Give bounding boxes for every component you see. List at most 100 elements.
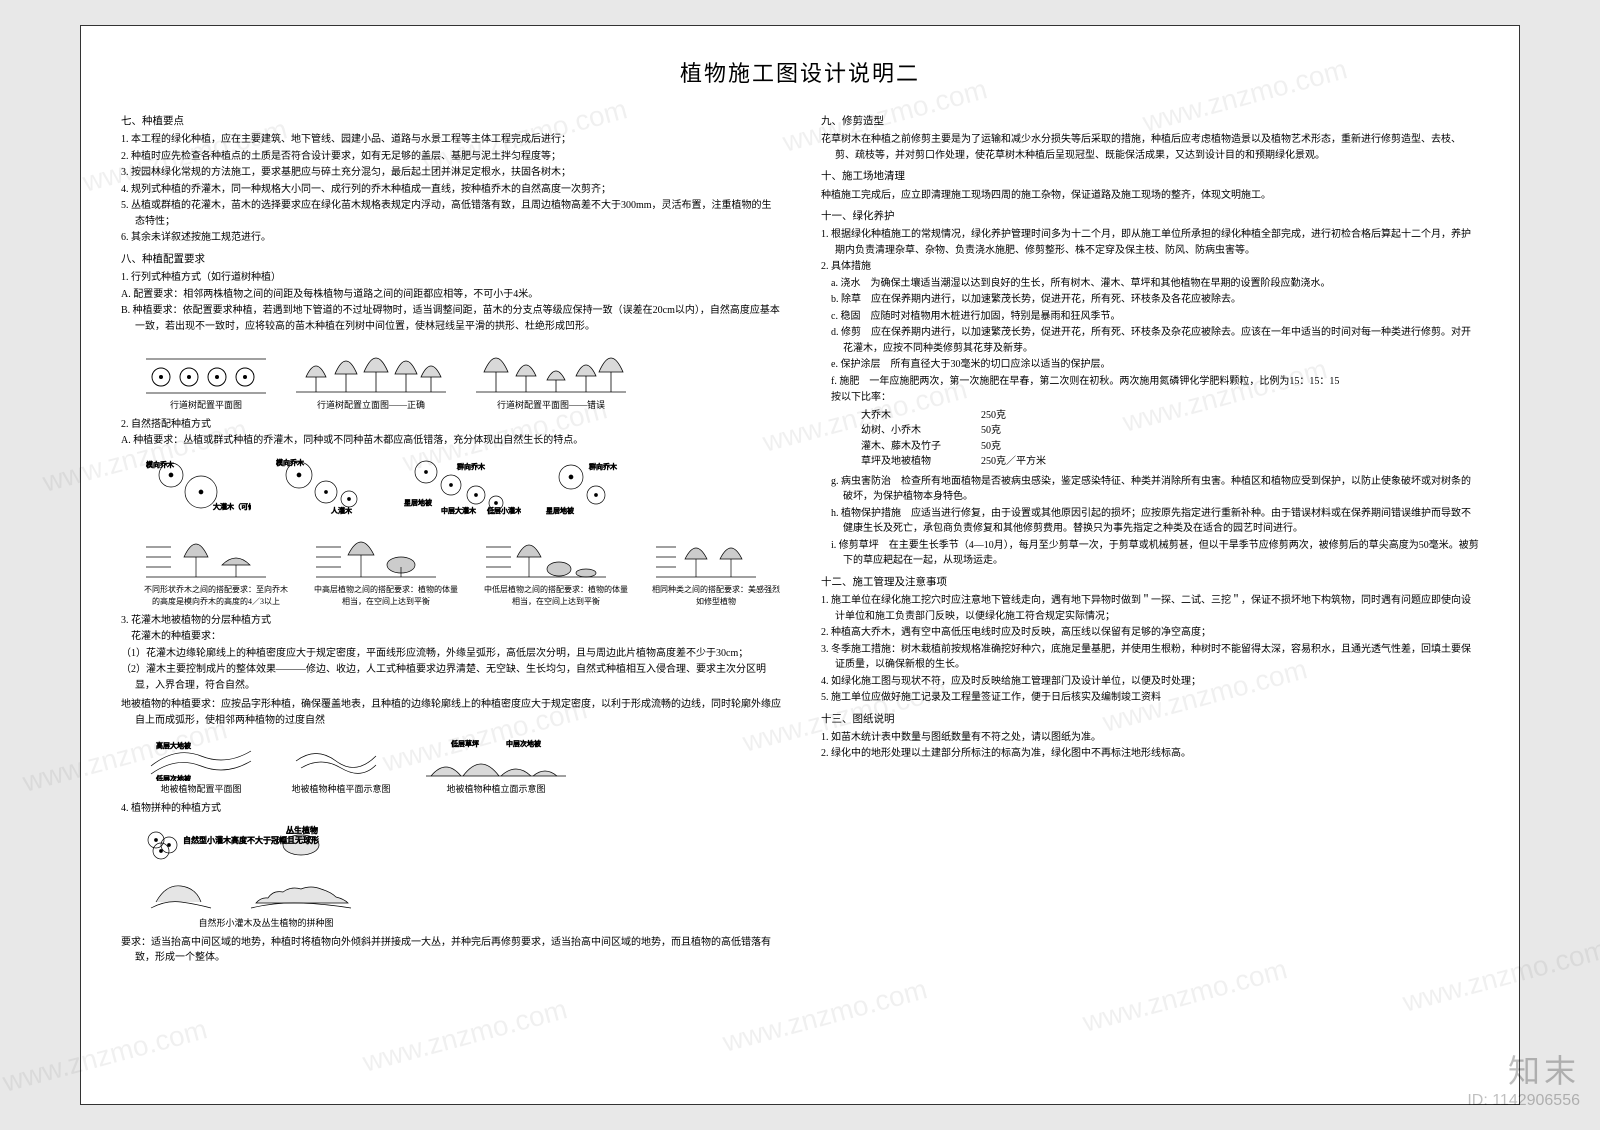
s7-item: 6. 其余未详叙述按施工规范进行。	[121, 230, 781, 246]
brand-id: ID: 1142906556	[1467, 1092, 1580, 1110]
diagram-caption: 相同种类之间的搭配要求：美感强烈如修型植物	[651, 584, 781, 609]
s11-i1: 1. 根据绿化种植施工的常规情况，绿化养护管理时间多为十二个月，即从施工单位所承…	[821, 227, 1479, 258]
diagram-groundcover-plan: 高层大地被 低层次地被 地被植物配置平面图	[141, 736, 261, 797]
s8-1-heading: 1. 行列式种植方式（如行道树种植）	[121, 270, 781, 286]
svg-text:低层小灌木: 低层小灌木	[487, 506, 521, 515]
svg-text:大灌木（可修剪）: 大灌木（可修剪）	[213, 502, 251, 511]
tree-plan-icon	[141, 347, 271, 397]
s8-3-i2: （2）灌木主要控制成片的整体效果———修边、收边，人工式种植要求边界清楚、无空缺…	[121, 662, 781, 693]
s12-item: 5. 施工单位应做好施工记录及工程量签证工作，便于日后核实及编制竣工资料	[821, 690, 1479, 706]
document-page: 植物施工图设计说明二 七、种植要点 1. 本工程的绿化种植，应在主要建筑、地下管…	[80, 25, 1520, 1105]
diagram-plan: 行道树配置平面图	[141, 347, 271, 413]
diagram-caption: 地被植物配置平面图	[141, 783, 261, 797]
diagram-caption: 行道树配置平面图——错误	[471, 399, 631, 413]
s7-item: 2. 种植时应先检查各种植点的土质是否符合设计要求，如有无足够的盖层、基肥与泥土…	[121, 149, 781, 165]
s8-1a: A. 配置要求：相邻两株植物之间的间距及每株植物与道路之间的间距都应相等，不可小…	[121, 287, 781, 303]
groundcover-elev-icon: 低层草坪 中层次地被	[421, 736, 571, 781]
section-12-heading: 十二、施工管理及注意事项	[821, 575, 1479, 591]
s8-2a: A. 种植要求：丛植或群式种植的乔灌木，同种或不同种苗木都应高低错落，充分体现出…	[121, 433, 781, 449]
diagram-elevation-wrong: 行道树配置平面图——错误	[471, 342, 631, 413]
s11-g: g. 病虫害防治 检查所有地面植物是否被病虫感染，鉴定感染特征、种类并消除所有虫…	[821, 474, 1479, 505]
svg-text:群向乔木: 群向乔木	[589, 462, 617, 471]
brand-watermark: 知末 ID: 1142906556	[1467, 1046, 1580, 1110]
svg-text:星居地被: 星居地被	[404, 498, 432, 507]
s7-item: 4. 规列式种植的乔灌木，同一种规格大小同一、成行列的乔木种植成一直线，按种植乔…	[121, 182, 781, 198]
layer-elev-icon	[481, 527, 611, 582]
s8-3-heading: 3. 花灌木地被植物的分层种植方式	[121, 613, 781, 629]
s13-item: 2. 绿化中的地形处理以土建部分所标注的标高为准，绿化图中不再标注地形线标高。	[821, 746, 1479, 762]
right-column: 九、修剪造型 花草树木在种植之前修剪主要是为了运输和减少水分损失等后采取的措施，…	[821, 108, 1479, 967]
svg-text:模向乔木: 模向乔木	[276, 458, 304, 467]
s8-3-i1: （1）花灌木边缘轮廓线上的种植密度应大于规定密度，平面线形应流畅，外缘呈弧形，高…	[121, 646, 781, 662]
svg-text:低层草坪: 低层草坪	[451, 739, 479, 748]
s11-c: c. 稳固 应随时对植物用木桩进行加固，特别是暴雨和狂风季节。	[821, 309, 1479, 325]
groundcover-plan-icon: 高层大地被 低层次地被	[141, 736, 261, 781]
fert-label: 草坪及地被植物	[861, 454, 981, 470]
s9-p: 花草树木在种植之前修剪主要是为了运输和减少水分损失等后采取的措施，种植后应考虑植…	[821, 132, 1479, 163]
diagram-row-3: 高层大地被 低层次地被 地被植物配置平面图 地被植物种植平面示意图	[141, 736, 781, 797]
diagram-row-2b: 不同形状乔木之间的搭配要求：至向乔木的高度是模向乔木的高度的4／3以上 中高层植…	[141, 527, 781, 609]
section-11-heading: 十一、绿化养护	[821, 209, 1479, 225]
s11-b: b. 除草 应在保养期内进行，以加速繁茂长势，促进开花，所有死、环枝条及各花应被…	[821, 292, 1479, 308]
svg-text:模向乔木: 模向乔木	[146, 460, 174, 469]
two-column-layout: 七、种植要点 1. 本工程的绿化种植，应在主要建筑、地下管线、园建小品、道路与水…	[121, 108, 1479, 967]
diagram-combo-2: 模向乔木 人灌木	[271, 457, 381, 519]
svg-text:中层次地被: 中层次地被	[506, 739, 541, 748]
section-10-heading: 十、施工场地清理	[821, 169, 1479, 185]
diagram-caption: 自然形小灌木及丛生植物的拼种图	[141, 917, 391, 931]
svg-text:丛生植物: 丛生植物	[286, 825, 318, 835]
s8-1b: B. 种植要求：依配置要求种植，若遇到地下管道的不过址碍物时，适当调整间距，苗木…	[121, 303, 781, 334]
layer-elev-icon	[141, 527, 271, 582]
diagram-caption: 行道树配置平面图	[141, 399, 271, 413]
s13-item: 1. 如苗木统计表中数量与图纸数量有不符之处，请以图纸为准。	[821, 730, 1479, 746]
s11-a: a. 浇水 为确保土壤适当潮湿以达到良好的生长，所有树木、灌木、草坪和其他植物在…	[821, 276, 1479, 292]
s7-item: 3. 按园林绿化常规的方法施工，要求基肥应与碎土充分混匀，最后起土团并淋足定根水…	[121, 165, 781, 181]
diagram-caption: 中高层植物之间的搭配要求：植物的体量相当，在空间上达到平衡	[311, 584, 461, 609]
s11-h: h. 植物保护措施 应适当进行修复，由于设置或其他原因引起的损坏；应按原先指定进…	[821, 506, 1479, 537]
svg-text:中层大灌木: 中层大灌木	[441, 506, 476, 515]
diagram-combo-4: 星居地被 群向乔木	[541, 457, 631, 519]
s11-d: d. 修剪 应在保养期内进行，以加速繁茂长势，促进开花，所有死、环枝条及杂花应被…	[821, 325, 1479, 356]
diagram-combo-3: 星居地被 群向乔木 中层大灌木 低层小灌木	[401, 457, 521, 519]
section-7-heading: 七、种植要点	[121, 114, 781, 130]
diagram-elevation-correct: 行道树配置立面图——正确	[291, 342, 451, 413]
s12-item: 1. 施工单位在绿化施工挖穴时应注意地下管线走向，遇有地下异物时做到＂一探、二试…	[821, 593, 1479, 624]
layer-combo-icon: 星居地被 群向乔木	[541, 457, 631, 517]
diagram-groundcover-plant: 地被植物种植平面示意图	[281, 736, 401, 797]
s8-2-heading: 2. 自然搭配种植方式	[121, 417, 781, 433]
fert-label: 大乔木	[861, 408, 981, 424]
cluster-elev-icon	[141, 870, 391, 915]
layer-elev-icon	[311, 527, 441, 582]
diagram-caption: 不同形状乔木之间的搭配要求：至向乔木的高度是模向乔木的高度的4／3以上	[141, 584, 291, 609]
table-row: 幼树、小乔木50克	[861, 423, 1479, 439]
fert-value: 250克	[981, 408, 1101, 424]
cluster-plan-icon: 自然型小灌木高度不大于冠幅且无球形 丛生植物	[141, 825, 341, 860]
layer-combo-icon: 模向乔木 人灌木	[271, 457, 381, 517]
layer-combo-icon: 模向乔木 大灌木（可修剪）	[141, 457, 251, 517]
diagram-caption: 地被植物种植立面示意图	[421, 783, 571, 797]
table-row: 灌木、藤木及竹子50克	[861, 439, 1479, 455]
fert-label: 幼树、小乔木	[861, 423, 981, 439]
s12-item: 4. 如绿化施工图与现状不符，应及时反映给施工管理部门及设计单位，以便及时处理；	[821, 674, 1479, 690]
s12-item: 2. 种植高大乔木，遇有空中高低压电线时应及时反映，高压线以保留有足够的净空高度…	[821, 625, 1479, 641]
diagram-row-1: 行道树配置平面图 行道树配置立面图——正确	[141, 342, 781, 413]
s10-p: 种植施工完成后，应立即清理施工现场四周的施工杂物，保证道路及施工现场的整齐，体现…	[821, 188, 1479, 204]
diagram-row-4a: 自然型小灌木高度不大于冠幅且无球形 丛生植物	[141, 825, 781, 862]
s11-e: e. 保护涂层 所有直径大于30毫米的切口应涂以适当的保护层。	[821, 357, 1479, 373]
section-8-heading: 八、种植配置要求	[121, 252, 781, 268]
layer-combo-icon: 星居地被 群向乔木 中层大灌木 低层小灌木	[401, 457, 521, 517]
table-row: 大乔木250克	[861, 408, 1479, 424]
diagram-elev-4: 相同种类之间的搭配要求：美感强烈如修型植物	[651, 527, 781, 609]
s8-4-heading: 4. 植物拼种的种植方式	[121, 801, 781, 817]
svg-text:人灌木: 人灌木	[331, 506, 352, 515]
diagram-caption: 行道树配置立面图——正确	[291, 399, 451, 413]
s11-f: f. 施肥 一年应施肥两次，第一次施肥在早春，第二次则在初秋。两次施用氮磷钾化学…	[821, 374, 1479, 390]
svg-text:低层次地被: 低层次地被	[156, 774, 191, 781]
layer-elev-icon	[651, 527, 761, 582]
tree-elevation-wrong-icon	[471, 342, 631, 397]
tree-elevation-correct-icon	[291, 342, 451, 397]
diagram-elev-2: 中高层植物之间的搭配要求：植物的体量相当，在空间上达到平衡	[311, 527, 461, 609]
diagram-elev-1: 不同形状乔木之间的搭配要求：至向乔木的高度是模向乔木的高度的4／3以上	[141, 527, 291, 609]
svg-text:星居地被: 星居地被	[546, 506, 574, 515]
fert-value: 50克	[981, 423, 1101, 439]
